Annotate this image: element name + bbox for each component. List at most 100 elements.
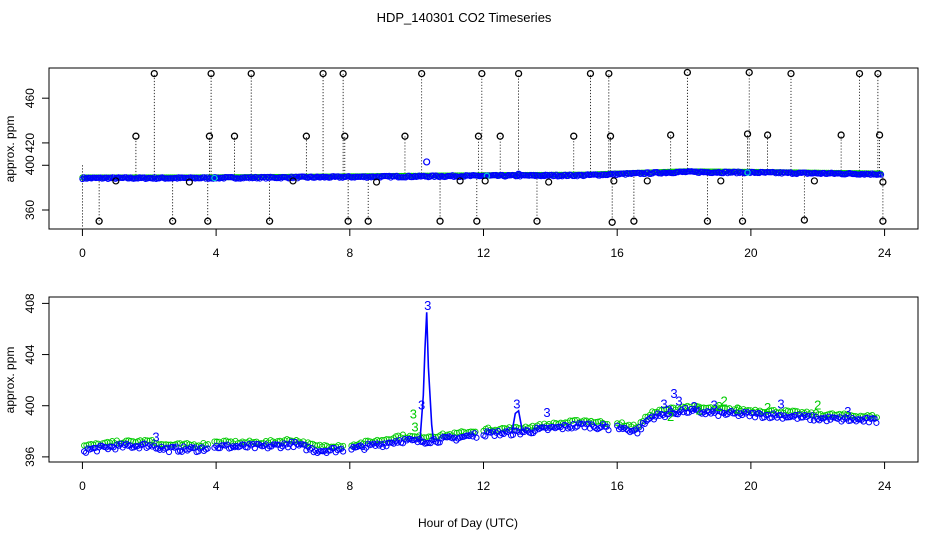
top-y-tick-label: 360: [23, 200, 37, 220]
figure-title: HDP_140301 CO2 Timeseries: [377, 10, 552, 25]
data-point: [473, 434, 480, 441]
data-point-cyan: [744, 169, 751, 176]
data-point: [603, 423, 610, 430]
data-point: [713, 407, 720, 414]
data-point: [496, 432, 504, 439]
data-point: [288, 438, 295, 445]
data-point: [530, 171, 537, 179]
data-point: [770, 410, 777, 417]
data-point-green: [742, 407, 749, 414]
point-label: 3: [665, 403, 672, 418]
data-point: [402, 174, 409, 181]
data-point-green: [791, 407, 799, 414]
data-point: [204, 445, 211, 452]
outlier-point: [533, 217, 541, 225]
point-label: 3: [675, 394, 682, 409]
data-point-green: [567, 417, 574, 424]
bottom-y-tick-label: 408: [23, 293, 37, 313]
outlier-point: [456, 177, 464, 185]
data-point: [615, 426, 623, 433]
data-point: [357, 442, 364, 449]
data-point: [692, 168, 700, 175]
data-point: [565, 172, 572, 180]
data-point: [637, 426, 645, 433]
bottom-y-axis-label: approx. ppm: [3, 347, 17, 414]
point-label: 3: [844, 404, 851, 419]
data-point: [634, 430, 641, 437]
top-plot-data: [79, 68, 887, 228]
outlier-point: [514, 69, 523, 78]
outlier-point: [837, 131, 845, 139]
data-point-green: [158, 441, 165, 448]
outlier-point: [608, 218, 616, 226]
data-point: [877, 171, 885, 178]
outlier-point: [810, 177, 818, 185]
data-point: [720, 170, 727, 177]
data-point: [867, 171, 874, 178]
point-label: 2: [721, 394, 728, 409]
top-x-tick-label: 0: [79, 246, 86, 260]
outlier-point: [169, 217, 177, 225]
data-point: [685, 409, 692, 416]
data-point: [514, 170, 523, 178]
data-point: [492, 171, 500, 179]
data-point: [578, 171, 585, 178]
data-point: [821, 414, 829, 421]
outlier-point: [344, 217, 352, 225]
data-point: [601, 423, 608, 430]
point-label: 3: [513, 396, 520, 411]
data-point: [303, 447, 310, 454]
data-point: [865, 419, 873, 426]
data-point: [340, 448, 347, 455]
outlier-point: [289, 177, 297, 185]
data-point: [611, 170, 618, 177]
data-point-cyan: [211, 174, 218, 182]
outlier-point: [879, 217, 887, 225]
data-point: [184, 447, 191, 454]
point-label: 2: [716, 399, 723, 414]
outlier-point: [667, 131, 675, 139]
outlier-point: [319, 69, 327, 78]
data-point: [79, 175, 86, 183]
data-point: [641, 420, 648, 428]
top-y-axis-label: approx. ppm: [3, 116, 17, 183]
point-label: 3: [411, 419, 418, 434]
data-point: [150, 175, 157, 182]
data-point: [288, 173, 295, 180]
data-point: [516, 173, 524, 180]
top-y-axis: 360 400 420 460: [23, 88, 50, 220]
data-point: [777, 169, 784, 176]
data-point: [777, 411, 784, 419]
data-point: [186, 445, 193, 453]
point-label: 3: [777, 396, 784, 411]
outlier-point: [787, 69, 795, 78]
top-y-tick-label: 400: [23, 155, 37, 175]
data-point: [327, 174, 334, 181]
peak-line: [419, 312, 435, 441]
top-x-tick-label: 24: [878, 246, 892, 260]
data-point: [793, 170, 800, 178]
outlier-point: [738, 217, 747, 225]
data-point: [638, 169, 646, 177]
data-point: [426, 173, 433, 180]
data-point: [636, 424, 643, 431]
bottom-x-tick-label: 12: [477, 479, 491, 493]
outlier-point: [230, 132, 239, 140]
data-point: [289, 175, 297, 182]
data-point: [145, 443, 152, 450]
outlier-point: [745, 68, 753, 77]
data-point: [792, 411, 799, 419]
data-point: [801, 411, 808, 419]
point-label: 2: [667, 409, 674, 424]
outlier-point: [185, 178, 193, 186]
bottom-x-tick-label: 20: [744, 479, 758, 493]
top-x-tick-label: 20: [744, 246, 758, 260]
data-point: [562, 171, 569, 178]
bottom-y-tick-label: 404: [23, 344, 37, 364]
point-label: 3: [543, 405, 550, 420]
outlier-point: [474, 132, 483, 140]
point-label: 3: [690, 399, 697, 414]
bottom-x-tick-label: 8: [346, 479, 353, 493]
data-point: [572, 172, 579, 179]
